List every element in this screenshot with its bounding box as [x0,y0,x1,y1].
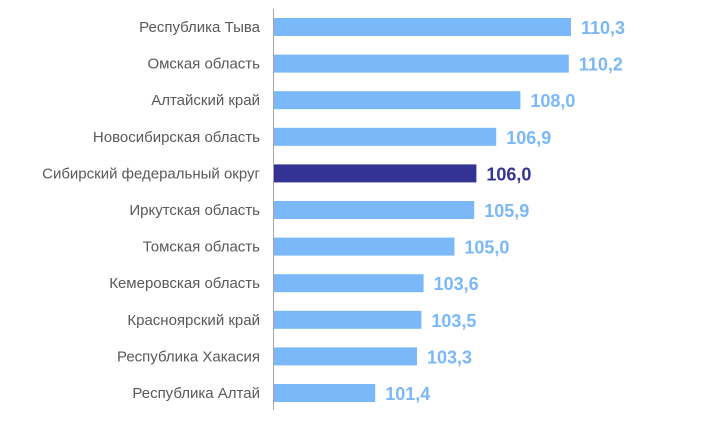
category-label: Новосибирская область [93,129,260,146]
category-label: Томская область [143,239,260,256]
bar [274,384,376,402]
value-label: 101,4 [385,384,430,404]
bar [274,310,422,329]
bars-layer: Республика Тыва 110,3 Омская область 110,2 А… [42,18,625,404]
value-label: 105,0 [464,238,509,258]
category-label: Республика Алтай [132,385,260,402]
category-label: Алтайский край [151,92,260,109]
category-label: Республика Хакасия [117,348,260,365]
value-label: 110,3 [581,18,625,38]
bar [274,54,569,73]
category-label: Омская область [147,56,260,73]
bar [274,237,455,256]
value-label: 110,2 [579,55,623,75]
value-label: 106,0 [486,164,531,184]
bar [274,18,571,36]
category-label: Республика Тыва [139,19,261,36]
bar [274,347,417,366]
value-label: 103,6 [434,274,479,294]
value-label: 103,3 [427,347,472,367]
category-label: Иркутская область [129,202,260,219]
bar [274,274,424,293]
bar [274,201,475,219]
category-label: Сибирский федеральный округ [42,165,260,182]
bar-highlight [274,164,477,183]
bar [274,127,497,146]
value-label: 106,9 [506,128,551,148]
bar [274,91,521,110]
category-label: Кемеровская область [109,275,260,292]
value-label: 105,9 [484,201,529,221]
category-label: Красноярский край [127,312,260,329]
value-label: 103,5 [431,311,476,331]
value-label: 108,0 [530,91,575,111]
